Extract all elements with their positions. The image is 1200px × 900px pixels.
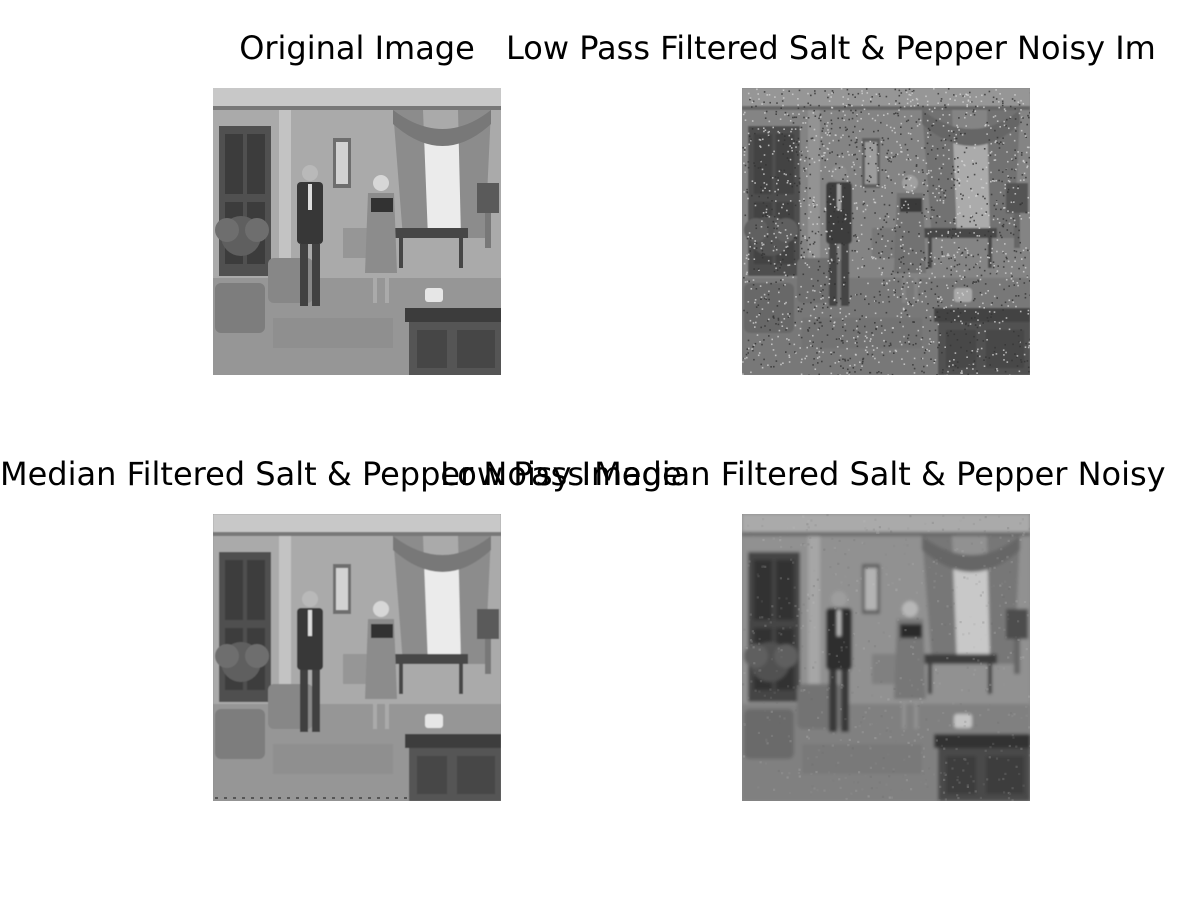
low-pass-median-image [742, 514, 1030, 801]
image-panel-low-pass-median [742, 514, 1030, 801]
panel-title-low-pass-median: Low Pass Median Filtered Salt & Pepper N… [440, 454, 1200, 494]
image-panel-low-pass-noisy [742, 88, 1030, 375]
panel-title-low-pass-noisy: Low Pass Filtered Salt & Pepper Noisy Im [506, 28, 1200, 68]
low-pass-noisy-image [742, 88, 1030, 375]
image-panel-original [213, 88, 501, 375]
panel-title-median-filtered: Median Filtered Salt & Pepper Noisy Imag… [0, 454, 760, 494]
original-image [213, 88, 501, 375]
median-filtered-image [213, 514, 501, 801]
image-panel-median-filtered [213, 514, 501, 801]
panel-title-original: Original Image [0, 28, 714, 68]
